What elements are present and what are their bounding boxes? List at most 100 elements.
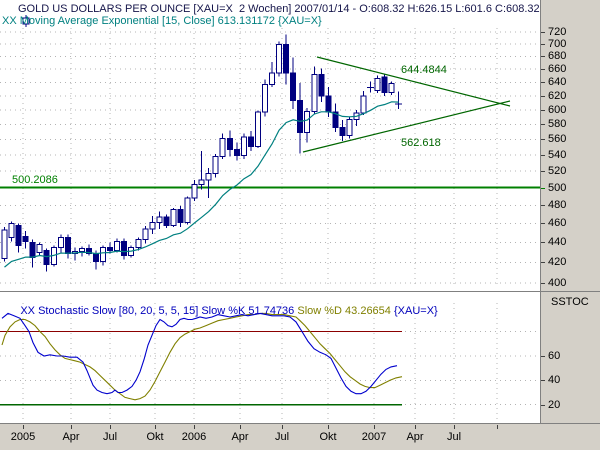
- candle-body: [93, 252, 100, 262]
- price-tick: [541, 262, 545, 263]
- stoch-d-line: [1, 312, 403, 401]
- candle-body: [107, 246, 114, 251]
- main-title-row: GOLD US DOLLARS PER OUNCE [XAU=X 2 Woche…: [3, 2, 540, 53]
- price-tick-label: 420: [548, 256, 567, 268]
- time-tick-label: Apr: [62, 431, 80, 443]
- price-tick: [541, 82, 545, 83]
- price-tick: [541, 124, 545, 125]
- price-tick: [541, 96, 545, 97]
- ma-indicator-title: XX Moving Average Exponential [15, Close…: [2, 15, 322, 27]
- price-tick: [541, 223, 545, 224]
- candle-body: [339, 126, 346, 137]
- candle-body: [64, 237, 71, 254]
- price-tick-label: 660: [548, 63, 567, 75]
- price-chart-area[interactable]: 500.2086 644.4844 562.618: [0, 0, 540, 291]
- candle-body: [311, 73, 318, 112]
- time-tick-label: Apr: [231, 431, 249, 443]
- triangle-label: 644.4844: [401, 64, 447, 76]
- price-tick: [541, 242, 545, 243]
- time-tick-label: 2007: [361, 431, 387, 443]
- price-tick: [541, 44, 545, 45]
- stoch-tick: [541, 380, 545, 381]
- candle-body: [57, 237, 64, 248]
- candle-body: [226, 138, 233, 150]
- price-tick-label: 720: [548, 26, 567, 38]
- time-tick-label: Jul: [274, 431, 290, 443]
- candle-body: [304, 110, 311, 134]
- candle-body: [381, 76, 388, 93]
- stoch-tick-label: 20: [548, 399, 561, 411]
- triangle-lower-line: [302, 100, 511, 153]
- candle-body: [276, 44, 283, 74]
- stochastic-title-row: XX Stochastic Slow [80, 20, 5, 5, 15] Sl…: [2, 293, 437, 329]
- time-tick-label: 2006: [181, 431, 207, 443]
- candle-body: [290, 72, 297, 102]
- stoch-tick: [541, 405, 545, 406]
- stochastic-chart-area[interactable]: [0, 292, 540, 423]
- time-tick: [415, 425, 416, 429]
- candle-body: [121, 240, 128, 256]
- stoch-tick-label: 60: [548, 350, 561, 362]
- stochastic-panel[interactable]: XX Stochastic Slow [80, 20, 5, 5, 15] Sl…: [0, 292, 540, 423]
- candle-body: [114, 240, 121, 251]
- price-tick-label: 520: [548, 165, 567, 177]
- candle-body: [212, 156, 219, 175]
- candle-body: [191, 183, 198, 199]
- time-tick: [23, 425, 24, 429]
- price-tick-label: 680: [548, 50, 567, 62]
- price-tick-label: 480: [548, 199, 567, 211]
- price-tick-label: 540: [548, 149, 567, 161]
- time-tick-label: Apr: [406, 431, 424, 443]
- candle-body: [297, 100, 304, 134]
- price-tick-label: 440: [548, 236, 567, 248]
- price-tick-label: 400: [548, 277, 567, 289]
- time-tick: [110, 425, 111, 429]
- candle-body: [360, 95, 367, 114]
- candle-body: [233, 148, 240, 157]
- price-tick-label: 640: [548, 76, 567, 88]
- candle-body: [198, 179, 205, 185]
- price-tick-label: 580: [548, 118, 567, 130]
- time-tick: [155, 425, 156, 429]
- stoch-k-line: [1, 312, 398, 395]
- candle-body: [156, 216, 163, 224]
- candle-body: [261, 83, 268, 113]
- price-panel[interactable]: GOLD US DOLLARS PER OUNCE [XAU=X 2 Woche…: [0, 0, 540, 291]
- candle-body: [163, 216, 170, 226]
- price-tick-label: 560: [548, 133, 567, 145]
- time-tick: [282, 425, 283, 429]
- time-tick-label: Jul: [102, 431, 118, 443]
- stoch-tick-label: 40: [548, 374, 561, 386]
- candle-body: [22, 236, 29, 242]
- price-tick: [541, 56, 545, 57]
- candle-body: [36, 243, 43, 253]
- candle-body: [15, 224, 22, 246]
- price-tick-label: 700: [548, 38, 567, 50]
- candle-body: [388, 83, 395, 93]
- stoch-tick: [541, 356, 545, 357]
- ema-line: [4, 101, 399, 268]
- time-tick: [454, 425, 455, 429]
- support-line-label: 500.2086: [12, 174, 58, 186]
- candle-body: [135, 239, 142, 248]
- candle-body: [78, 247, 85, 252]
- time-tick: [71, 425, 72, 429]
- candle-body: [8, 222, 15, 239]
- candle-body: [240, 136, 247, 157]
- candle-body: [283, 44, 290, 74]
- candle-body: [142, 228, 149, 241]
- candle-body: [346, 118, 353, 137]
- candle-body: [29, 241, 36, 258]
- candle-body: [170, 209, 177, 226]
- candle-body: [100, 246, 107, 262]
- candle-body: [184, 197, 191, 224]
- panel-separator: [0, 291, 600, 292]
- price-tick: [541, 155, 545, 156]
- triangle-upper-line: [316, 56, 511, 107]
- price-tick: [541, 283, 545, 284]
- time-tick: [194, 425, 195, 429]
- candle-body: [149, 222, 156, 230]
- chart-title: GOLD US DOLLARS PER OUNCE [XAU=X 2 Woche…: [18, 3, 540, 15]
- time-tick-label: 2005: [10, 431, 36, 443]
